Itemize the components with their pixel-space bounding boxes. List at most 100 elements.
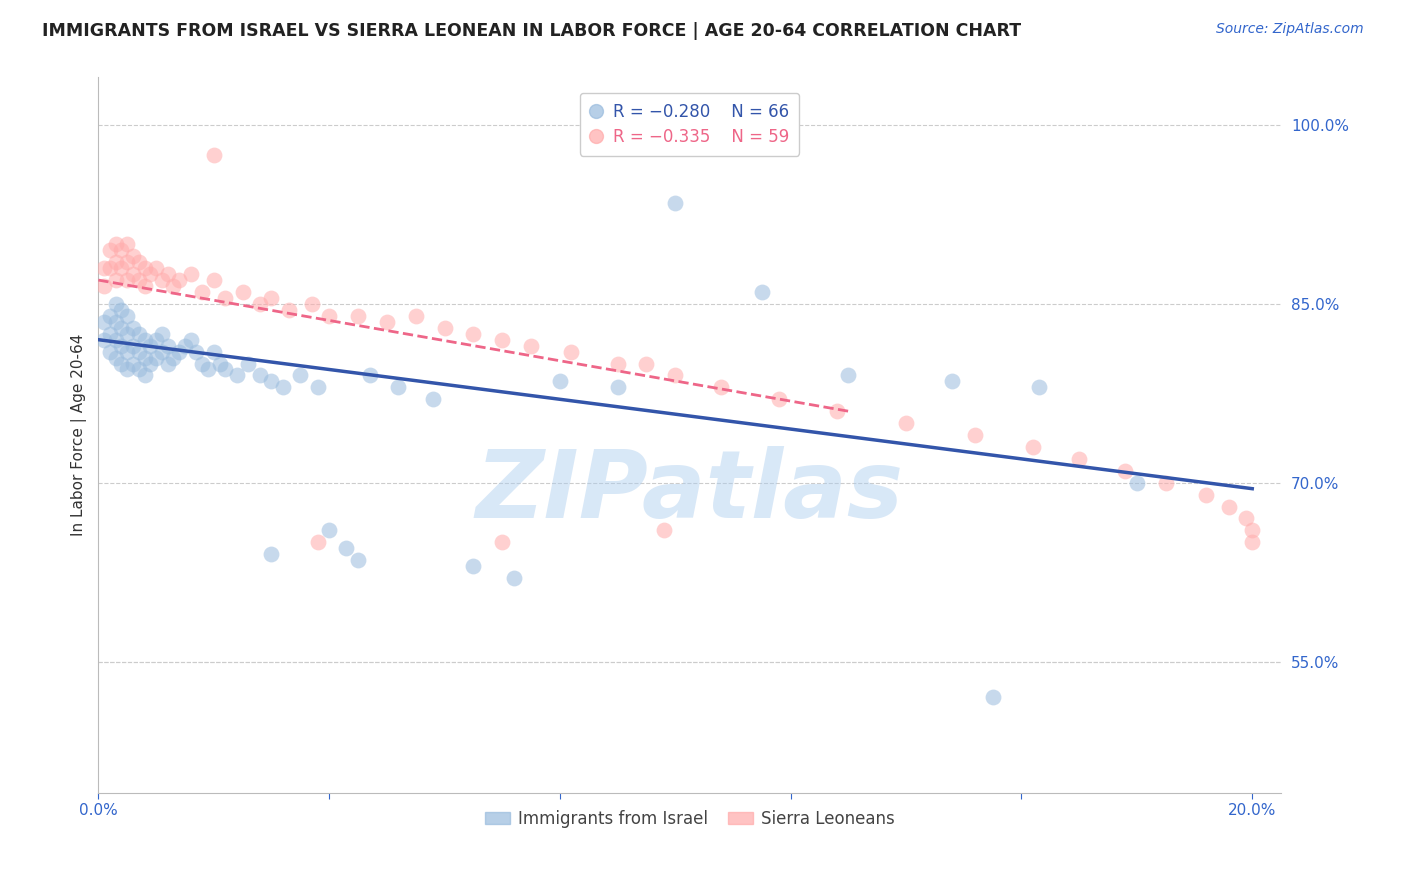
Point [491, 535, 513, 549]
Point [150, 273, 173, 287]
Point [405, 309, 427, 323]
Point [307, 535, 329, 549]
Point [98, 244, 121, 258]
Point [271, 380, 294, 394]
Point [894, 416, 917, 430]
Point [941, 375, 963, 389]
Point [307, 380, 329, 394]
Point [156, 267, 179, 281]
Point [93, 279, 115, 293]
Point [128, 362, 150, 376]
Point [98, 309, 121, 323]
Point [110, 320, 132, 334]
Point [128, 255, 150, 269]
Point [93, 333, 115, 347]
Point [104, 333, 127, 347]
Point [387, 380, 409, 394]
Point [122, 357, 145, 371]
Point [1069, 451, 1091, 466]
Point [150, 344, 173, 359]
Point [502, 571, 524, 585]
Point [186, 344, 208, 359]
Point [664, 368, 686, 383]
Point [115, 237, 138, 252]
Point [710, 380, 733, 394]
Point [260, 375, 283, 389]
Point [156, 338, 179, 352]
Point [520, 338, 543, 352]
Point [825, 404, 848, 418]
Point [110, 261, 132, 276]
Point [837, 368, 859, 383]
Point [548, 375, 571, 389]
Point [768, 392, 790, 407]
Point [104, 351, 127, 365]
Point [249, 368, 271, 383]
Point [104, 273, 127, 287]
Point [104, 315, 127, 329]
Point [110, 338, 132, 352]
Point [98, 344, 121, 359]
Point [93, 315, 115, 329]
Point [277, 302, 299, 317]
Point [115, 255, 138, 269]
Point [751, 285, 773, 299]
Point [202, 273, 225, 287]
Point [260, 291, 283, 305]
Point [98, 326, 121, 341]
Point [238, 357, 260, 371]
Point [115, 273, 138, 287]
Point [1126, 475, 1149, 490]
Point [232, 285, 254, 299]
Point [965, 428, 987, 442]
Point [301, 297, 323, 311]
Point [260, 547, 283, 561]
Point [110, 302, 132, 317]
Text: Source: ZipAtlas.com: Source: ZipAtlas.com [1216, 22, 1364, 37]
Point [652, 524, 675, 538]
Point [214, 362, 236, 376]
Point [191, 285, 214, 299]
Point [606, 357, 628, 371]
Point [134, 279, 156, 293]
Point [115, 362, 138, 376]
Point [122, 249, 145, 263]
Point [981, 690, 1004, 705]
Point [560, 344, 582, 359]
Point [110, 357, 132, 371]
Point [167, 344, 190, 359]
Text: IMMIGRANTS FROM ISRAEL VS SIERRA LEONEAN IN LABOR FORCE | AGE 20-64 CORRELATION : IMMIGRANTS FROM ISRAEL VS SIERRA LEONEAN… [42, 22, 1021, 40]
Point [1028, 380, 1050, 394]
Point [128, 344, 150, 359]
Point [225, 368, 247, 383]
Point [122, 338, 145, 352]
Point [174, 338, 197, 352]
Point [93, 261, 115, 276]
Point [208, 357, 231, 371]
Point [134, 333, 156, 347]
Point [104, 255, 127, 269]
Point [463, 559, 485, 574]
Point [128, 273, 150, 287]
Point [145, 351, 167, 365]
Point [463, 326, 485, 341]
Point [191, 357, 214, 371]
Point [1195, 488, 1218, 502]
Point [145, 333, 167, 347]
Point [115, 344, 138, 359]
Point [145, 261, 167, 276]
Point [162, 351, 184, 365]
Point [1236, 511, 1258, 525]
Point [636, 357, 658, 371]
Point [162, 279, 184, 293]
Point [202, 344, 225, 359]
Point [318, 524, 340, 538]
Point [214, 291, 236, 305]
Point [98, 261, 121, 276]
Point [139, 338, 162, 352]
Point [249, 297, 271, 311]
Point [128, 326, 150, 341]
Point [110, 244, 132, 258]
Point [606, 380, 628, 394]
Point [104, 297, 127, 311]
